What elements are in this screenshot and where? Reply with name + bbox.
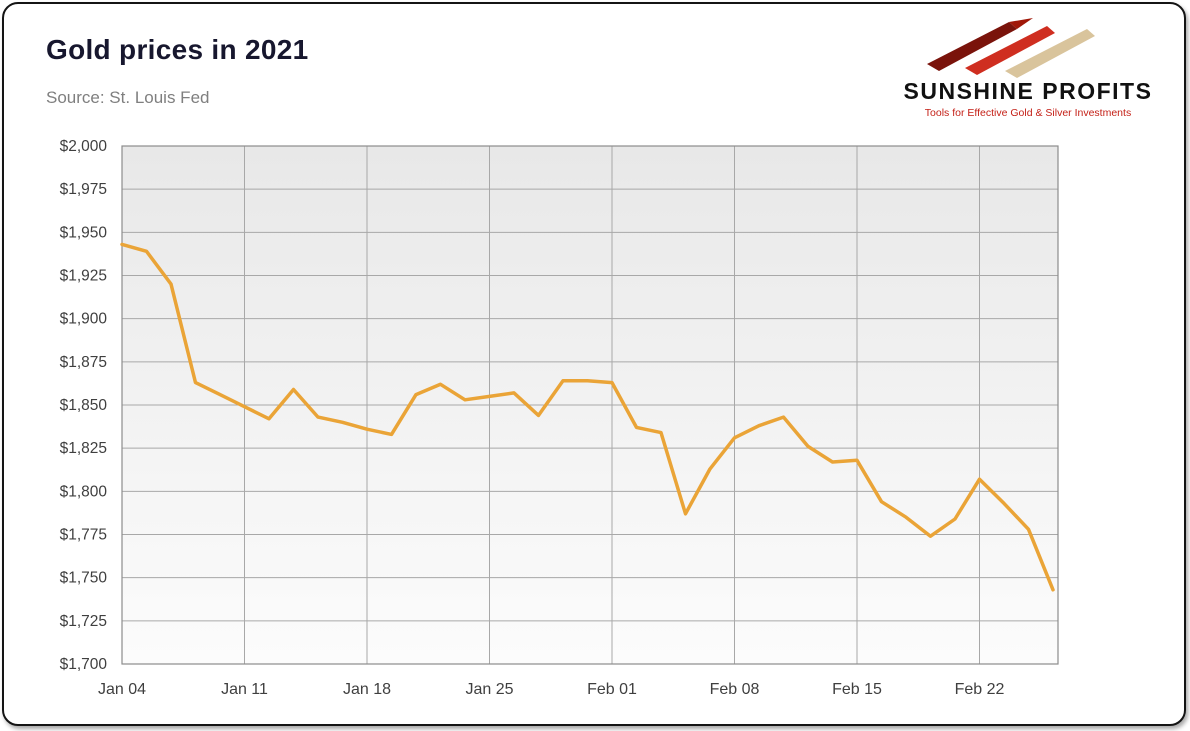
x-axis-tick-label: Jan 11 xyxy=(221,681,268,698)
y-axis-tick-label: $1,925 xyxy=(60,268,107,285)
x-axis-tick-label: Feb 15 xyxy=(832,681,882,698)
gold-price-line xyxy=(120,242,1055,592)
logo-arrow-maroon xyxy=(927,22,1017,71)
y-axis-tick-label: $1,875 xyxy=(60,354,107,371)
x-axis-tick-label: Feb 01 xyxy=(587,681,637,698)
logo-arrow-tan xyxy=(1005,29,1095,78)
y-axis-tick-label: $1,725 xyxy=(60,613,107,630)
y-axis-tick-label: $1,750 xyxy=(60,570,108,587)
plot-border xyxy=(121,145,1059,665)
logo-name: SUNSHINE PROFITS xyxy=(903,78,1153,104)
y-axis-tick-label: $2,000 xyxy=(60,138,108,155)
logo-arrow-red xyxy=(965,26,1055,75)
y-axis-tick-label: $1,900 xyxy=(60,311,108,328)
y-axis-tick-label: $1,700 xyxy=(60,656,108,673)
y-axis-tick-label: $1,800 xyxy=(60,483,108,500)
page-title: Gold prices in 2021 xyxy=(46,34,309,65)
chart-source: Source: St. Louis Fed xyxy=(46,88,210,107)
x-axis-tick-label: Jan 04 xyxy=(98,681,146,698)
sunshine-profits-logo: SUNSHINE PROFITS Tools for Effective Gol… xyxy=(894,16,1162,119)
y-axis-tick-label: $1,950 xyxy=(60,224,108,241)
logo-tagline: Tools for Effective Gold & Silver Invest… xyxy=(924,107,1132,119)
y-axis-tick-label: $1,775 xyxy=(60,527,107,544)
gold-price-chart: Jan 04 Jan 11 Jan 18 Jan 25 Feb 01 Feb 08 Feb … xyxy=(60,138,1059,698)
x-axis-tick-label: Feb 22 xyxy=(955,681,1005,698)
y-axis-tick-label: $1,975 xyxy=(60,181,107,198)
y-axis-tick-label: $1,850 xyxy=(60,397,108,414)
x-axis-tick-label: Feb 08 xyxy=(710,681,760,698)
logo-arrows-icon xyxy=(927,18,1095,78)
y-axis-tick-label: $1,825 xyxy=(60,440,107,457)
logo-arrowhead xyxy=(1009,18,1033,29)
x-axis-tick-label: Jan 25 xyxy=(465,681,513,698)
x-axis-tick-label: Jan 18 xyxy=(343,681,391,698)
